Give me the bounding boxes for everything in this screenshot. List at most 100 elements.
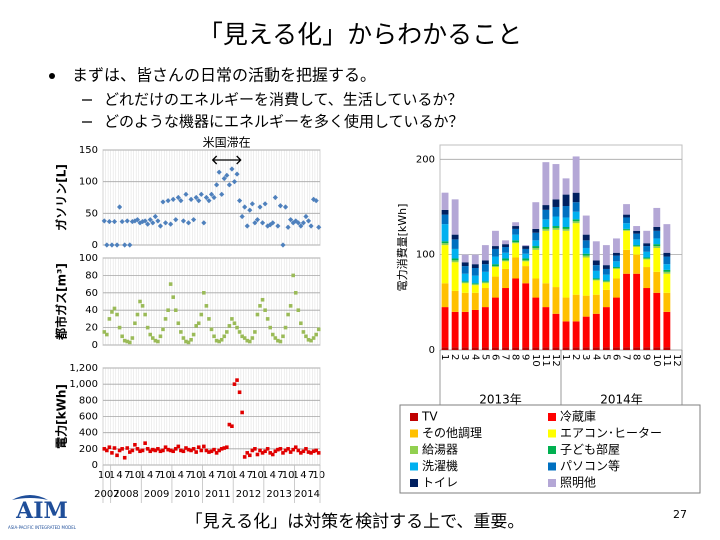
point	[212, 334, 216, 339]
bar-segment	[633, 239, 641, 246]
point	[173, 447, 178, 451]
bar-segment	[532, 202, 540, 229]
x-tick-label: 7	[155, 470, 161, 481]
legend-swatch	[410, 429, 418, 438]
legend-label: 照明他	[560, 476, 596, 490]
point	[112, 446, 117, 450]
bar-segment	[643, 251, 651, 258]
x-tick-label: 10	[282, 470, 295, 481]
point	[259, 220, 266, 226]
x-tick-label: 2	[449, 354, 460, 360]
point	[288, 450, 293, 454]
point	[214, 451, 219, 455]
bar-segment	[613, 268, 620, 269]
bullet: まずは、皆さんの日常の活動を把握する。	[72, 66, 376, 85]
bar-segment	[633, 247, 641, 255]
point	[122, 455, 127, 460]
x-tick-label: 6	[610, 354, 621, 360]
bar-segment	[582, 295, 590, 317]
point	[275, 223, 281, 229]
point	[176, 321, 181, 326]
bar-segment	[522, 266, 530, 284]
bar-segment	[471, 309, 479, 348]
point	[242, 204, 248, 210]
x-tick-label: 7	[500, 354, 511, 360]
point	[295, 220, 301, 226]
bar-segment	[522, 260, 530, 262]
bar-segment	[461, 273, 469, 282]
point	[125, 339, 130, 344]
bar-segment	[602, 282, 610, 290]
y-axis-title: 都市ガス[m³]	[54, 263, 69, 341]
x-tick-label: 7	[308, 470, 314, 481]
point	[155, 218, 161, 224]
bar-segment	[592, 279, 600, 281]
point	[270, 452, 275, 457]
x-tick-label: 12	[671, 354, 682, 367]
bar-segment	[461, 283, 469, 293]
x-tick-label: 1	[139, 470, 145, 481]
bar-segment	[532, 232, 540, 241]
bar-segment	[653, 347, 661, 350]
bar-segment	[542, 307, 550, 348]
point	[231, 179, 238, 185]
point	[255, 312, 260, 317]
bar-segment	[562, 217, 570, 227]
bar-segment	[481, 282, 489, 284]
bar-segment	[461, 347, 469, 350]
point	[234, 171, 240, 177]
bar-segment	[653, 238, 661, 245]
point	[255, 452, 260, 457]
bar-segment	[532, 247, 540, 250]
x-tick-label: 5	[479, 354, 490, 360]
point	[176, 444, 181, 449]
point	[270, 332, 275, 337]
bar-segment	[592, 260, 600, 266]
point	[143, 441, 147, 445]
legend-label: 子ども部屋	[560, 442, 620, 457]
x-tick-label: 10	[159, 470, 172, 481]
point	[186, 447, 191, 452]
point	[153, 338, 158, 343]
bar-segment	[512, 234, 520, 241]
point	[186, 340, 191, 345]
bar-segment	[542, 347, 550, 350]
sub-bullet: どれだけのエネルギーを消費して、生活しているか？	[104, 91, 462, 109]
bar-segment	[653, 271, 661, 293]
bar-segment	[552, 199, 560, 207]
bar-segment	[481, 260, 489, 265]
y-tick-label: 600	[79, 412, 98, 423]
point	[252, 220, 258, 226]
legend-label: 洗濯機	[422, 458, 458, 473]
logo-name: AIM	[15, 498, 68, 524]
bar-segment	[592, 241, 600, 261]
bar-segment	[451, 260, 459, 263]
point	[273, 449, 278, 454]
bar-segment	[582, 347, 590, 350]
point	[311, 196, 317, 202]
bar-segment	[552, 229, 560, 288]
bar-segment	[461, 292, 469, 312]
bar-segment	[522, 248, 530, 254]
point	[253, 447, 257, 451]
point	[135, 312, 140, 317]
point	[301, 449, 306, 454]
point	[170, 196, 176, 202]
point	[278, 447, 283, 451]
bar-segment	[522, 347, 530, 350]
bar-segment	[441, 245, 449, 284]
point	[268, 451, 273, 455]
bar-segment	[512, 222, 520, 227]
x-tick-label: 4	[300, 470, 306, 481]
bar-segment	[663, 273, 671, 293]
point	[106, 218, 112, 225]
bar-segment	[572, 221, 580, 224]
bar-segment	[492, 347, 499, 350]
point	[119, 218, 125, 225]
bar-segment	[532, 228, 540, 233]
point	[150, 220, 156, 226]
bar-segment	[481, 288, 489, 308]
point	[199, 312, 204, 317]
bar-segment	[512, 257, 520, 279]
x-tick-label: 8	[631, 354, 642, 360]
